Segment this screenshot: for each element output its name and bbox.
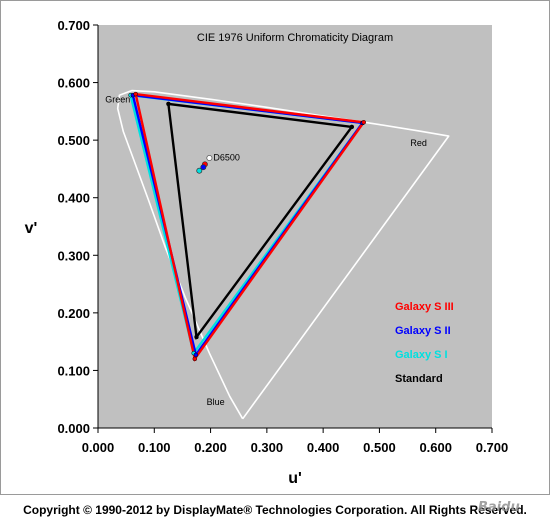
y-tick-label: 0.300	[57, 248, 90, 263]
white-points-layer	[196, 155, 213, 174]
y-tick-label: 0.500	[57, 133, 90, 148]
chart-title: CIE 1976 Uniform Chromaticity Diagram	[197, 32, 393, 44]
y-tick-label: 0.200	[57, 306, 90, 321]
primary-point-galaxy-s-ii-2	[193, 352, 199, 358]
chart-figure: CIE 1976 Uniform Chromaticity Diagram Gr…	[0, 0, 550, 495]
x-tick-label: 0.400	[307, 440, 340, 455]
x-tick-label: 0.100	[138, 440, 171, 455]
spectral-locus	[116, 89, 450, 420]
primary-point-standard-1	[166, 101, 171, 107]
primary-point-standard-0	[349, 124, 355, 130]
primary-point-galaxy-s-iii-2	[192, 356, 198, 362]
legend-entry-galaxy-s-iii: Galaxy S III	[395, 301, 454, 313]
x-axis-label: u'	[288, 470, 302, 487]
y-axis-label: v'	[25, 220, 38, 237]
spectral-locus-layer	[116, 89, 450, 420]
chart-svg: CIE 1976 Uniform Chromaticity Diagram Gr…	[25, 18, 509, 487]
x-tick-label: 0.500	[363, 440, 396, 455]
annotation-green: Green	[105, 95, 130, 105]
x-tick-label: 0.300	[251, 440, 284, 455]
x-tick-label: 0.700	[476, 440, 509, 455]
legend-entry-galaxy-s-ii: Galaxy S II	[395, 325, 451, 337]
primary-point-standard-2	[194, 334, 199, 340]
y-tick-label: 0.100	[57, 363, 90, 378]
legend: Galaxy S III Galaxy S II Galaxy S I Standar…	[395, 301, 454, 385]
gamut-triangle-standard	[167, 102, 354, 341]
x-tick-label: 0.600	[419, 440, 452, 455]
white-point-3	[206, 155, 213, 161]
primary-markers-layer	[128, 91, 366, 362]
gamut-triangles-layer	[129, 92, 366, 362]
primary-point-galaxy-s-iii-0	[361, 120, 366, 125]
gamut-triangle-galaxy-s-iii	[134, 92, 366, 362]
y-tick-label: 0.600	[57, 76, 90, 91]
annotation-d6500: D6500	[213, 152, 240, 162]
y-tick-label: 0.400	[57, 191, 90, 206]
x-axis-ticks: 0.000 0.100 0.200 0.300 0.400 0.500 0.600 0.700	[82, 428, 509, 455]
legend-entry-galaxy-s-i: Galaxy S I	[395, 349, 448, 361]
white-point-2	[196, 167, 203, 174]
white-point-1	[200, 164, 207, 171]
copyright-notice: Copyright © 1990-2012 by DisplayMate® Te…	[23, 503, 527, 517]
x-tick-label: 0.000	[82, 440, 115, 455]
x-tick-label: 0.200	[194, 440, 227, 455]
y-tick-label: 0.700	[57, 18, 90, 33]
annotation-red: Red	[410, 138, 427, 148]
legend-entry-standard: Standard	[395, 373, 443, 385]
watermark: Baidu	[478, 500, 520, 515]
y-tick-label: 0.000	[57, 421, 90, 436]
primary-point-galaxy-s-iii-1	[133, 91, 138, 97]
annotation-blue: Blue	[207, 397, 225, 407]
annotations-layer: Green Red Blue D6500	[105, 95, 427, 407]
y-axis-ticks: 0.000 0.100 0.200 0.300 0.400 0.500 0.600 0.700	[57, 18, 98, 436]
